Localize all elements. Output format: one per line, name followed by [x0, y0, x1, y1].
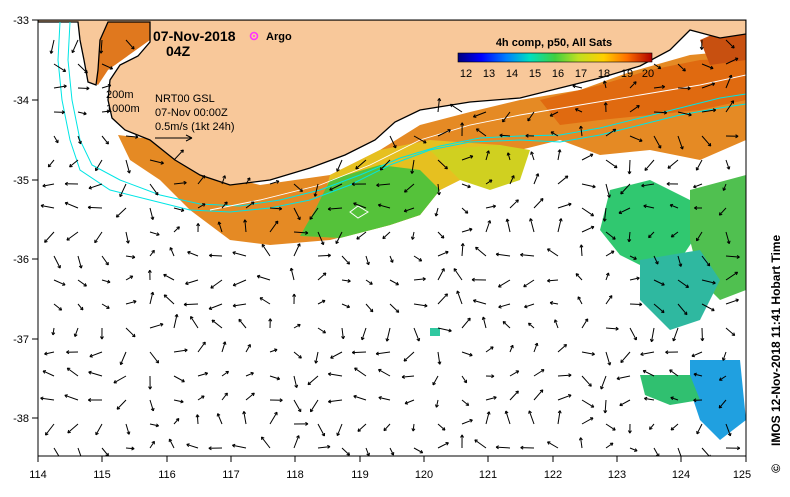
- velocity-arrow: [209, 255, 222, 256]
- isobath-label-1000m: 1000m: [106, 103, 140, 115]
- colorbar-tick: 18: [598, 68, 610, 80]
- lon-axis: 114 115 116 117 118 119 120 121 122 123 …: [29, 456, 751, 481]
- velocity-arrow: [629, 160, 630, 174]
- lon-tick-label: 122: [544, 469, 562, 481]
- product-label: NRT00 GSL: [155, 93, 215, 105]
- colorbar-tick: 14: [506, 68, 518, 80]
- scale-label: 0.5m/s (1kt 24h): [155, 121, 234, 133]
- colorbar-tick: 15: [529, 68, 541, 80]
- lat-tick-label: -38: [13, 413, 29, 425]
- lon-tick-label: 123: [608, 469, 626, 481]
- lat-tick-label: -37: [13, 334, 29, 346]
- map-date: 07-Nov-2018: [153, 28, 236, 44]
- velocity-arrow: [184, 304, 198, 305]
- lon-tick-label: 125: [733, 469, 751, 481]
- colorbar-tick: 20: [642, 68, 654, 80]
- colorbar-title: 4h comp, p50, All Sats: [496, 37, 612, 49]
- lon-tick-label: 118: [286, 469, 304, 481]
- lon-tick-label: 120: [415, 469, 433, 481]
- colorbar-tick: 17: [575, 68, 587, 80]
- isobath-label-200m: 200m: [106, 89, 134, 101]
- credit-label: IMOS 12-Nov-2018 11:41 Hobart Time: [769, 234, 783, 446]
- lat-tick-label: -33: [13, 15, 29, 27]
- lon-tick-label: 119: [351, 469, 369, 481]
- lat-axis: -33 -34 -35 -36 -37 -38: [13, 15, 38, 425]
- lat-tick-label: -35: [13, 175, 29, 187]
- velocity-arrowhead: [58, 456, 61, 459]
- velocity-arrowhead: [80, 456, 83, 459]
- lon-tick-label: 121: [479, 469, 497, 481]
- colorbar-tick: 19: [621, 68, 633, 80]
- lon-tick-label: 114: [29, 469, 47, 481]
- velocity-arrow: [88, 207, 102, 208]
- lon-tick-label: 124: [672, 469, 690, 481]
- lon-tick-label: 117: [222, 469, 240, 481]
- colorbar-tick: 13: [483, 68, 495, 80]
- velocity-arrow: [352, 352, 366, 353]
- sst-patch: [430, 328, 440, 336]
- map-hour: 04Z: [166, 43, 191, 59]
- lon-tick-label: 116: [158, 469, 176, 481]
- timestamp-label: 07-Nov 00:00Z: [155, 107, 228, 119]
- colorbar-tick: 12: [460, 68, 472, 80]
- velocity-arrow: [318, 255, 331, 256]
- copyright-mark: ©: [769, 464, 783, 473]
- colorbar: [458, 53, 652, 62]
- lon-tick-label: 115: [93, 469, 111, 481]
- lat-tick-label: -34: [13, 95, 29, 107]
- colorbar-tick: 16: [552, 68, 564, 80]
- lat-tick-label: -36: [13, 254, 29, 266]
- argo-legend-label: Argo: [266, 31, 292, 43]
